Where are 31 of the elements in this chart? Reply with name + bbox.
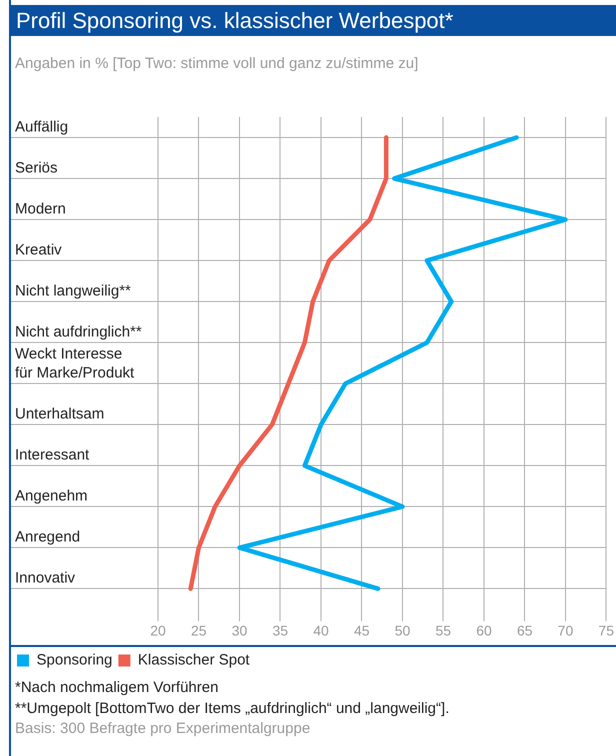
- y-tick-label: Auffällig: [15, 118, 68, 136]
- legend-label: Klassischer Spot: [138, 652, 250, 669]
- x-tick-label: 60: [476, 622, 492, 638]
- x-tick-label: 30: [232, 622, 248, 638]
- x-tick-label: 65: [516, 622, 533, 638]
- y-tick-label: Anregend: [15, 528, 80, 546]
- x-tick-label: 50: [394, 622, 410, 638]
- chart-subtitle: Angaben in % [Top Two: stimme voll und ganz zu/stimme zu]: [15, 55, 418, 72]
- x-tick-label: 45: [354, 622, 370, 638]
- y-tick-label: Interessant: [15, 446, 90, 464]
- x-tick-label: 35: [272, 622, 288, 638]
- x-tick-label: 75: [598, 622, 614, 638]
- text: Basis: 300 Befragte pro Experimentalgruppe: [15, 719, 312, 739]
- x-tick-label: 20: [150, 622, 166, 638]
- y-tick-label: Unterhaltsam: [15, 406, 104, 423]
- y-tick-label: Nicht langweilig**: [15, 282, 132, 300]
- x-tick-label: 40: [313, 622, 329, 638]
- y-tick-label: Modern: [15, 200, 66, 218]
- y-tick-label: Weckt Interesse für Marke/Produkt: [15, 346, 136, 382]
- text: **Umgepolt [BottomTwo der Items „aufdringlich“ und „langweilig“].: [15, 698, 450, 718]
- y-tick-label: Nicht aufdringlich**: [15, 324, 142, 341]
- y-tick-label: Angenehm: [15, 488, 88, 505]
- text: *Nach nochmaligem Vorführen: [15, 678, 220, 698]
- y-tick-label: Seriös: [15, 160, 58, 177]
- legend-label: Sponsoring: [36, 652, 112, 669]
- x-tick-label: 25: [190, 622, 207, 638]
- y-tick-label: Kreativ: [15, 242, 62, 259]
- y-tick-label: Innovativ: [15, 570, 76, 587]
- x-tick-label: 55: [435, 622, 452, 638]
- chart-title: Profil Sponsoring vs. klassischer Werbespot*: [9, 5, 616, 36]
- x-tick-label: 70: [558, 622, 574, 638]
